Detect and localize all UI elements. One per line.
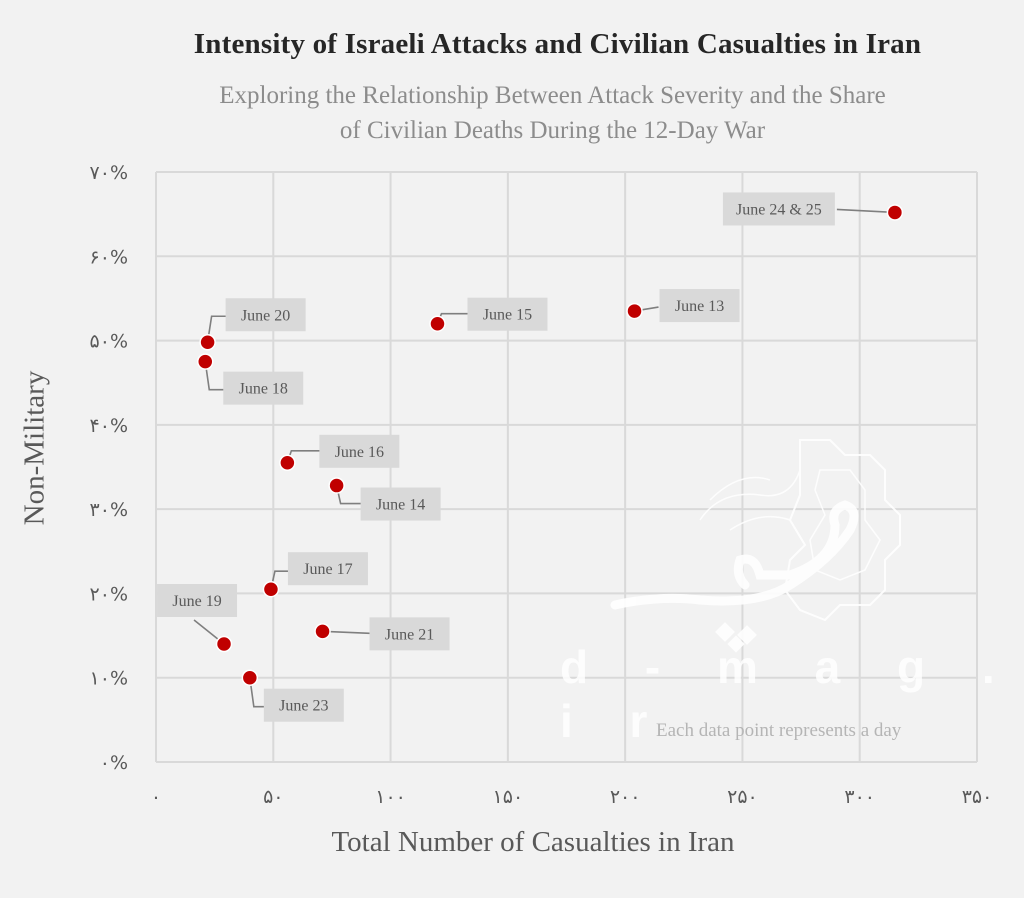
data-point[interactable] (241, 669, 259, 686)
y-axis-label: Non-Military (18, 370, 51, 526)
x-tick-label: ۱۰۰ (375, 786, 406, 808)
data-label-box (360, 487, 441, 521)
data-label: June 23 (279, 698, 328, 715)
y-tick-label: ۵۰% (90, 331, 128, 353)
x-tick-label: ۰ (151, 786, 161, 808)
data-point[interactable] (199, 334, 216, 351)
data-label-box (659, 289, 740, 323)
y-tick-label: ۲۰% (90, 583, 128, 605)
data-label-box (369, 617, 450, 651)
data-label: June 14 (376, 497, 425, 514)
data-label: June 20 (241, 307, 290, 324)
subtitle-line-2: of Civilian Deaths During the 12-Day War (339, 117, 766, 144)
data-point[interactable] (886, 204, 904, 221)
data-label-box (225, 298, 306, 332)
chart-title: Intensity of Israeli Attacks and Civilia… (193, 28, 922, 60)
data-point[interactable] (197, 353, 214, 370)
watermark-logo-icon (610, 439, 901, 653)
x-tick-label: ۵۰ (263, 786, 283, 808)
data-label-box (722, 192, 835, 226)
data-label: June 15 (483, 307, 532, 324)
x-tick-label: ۲۵۰ (727, 786, 758, 808)
axis-tick-labels: ۰% ۱۰% ۲۰% ۳۰% ۴۰% ۵۰% ۶۰% ۷۰% ۰ ۵۰ ۱۰۰ ۱۵۰ ۲۰۰ ۲۵۰ ۳۰… (90, 162, 993, 808)
data-label: June 21 (385, 626, 434, 643)
grid-lines (155, 171, 978, 763)
data-label: June 18 (239, 381, 288, 398)
data-label-box (157, 584, 238, 617)
chart-subtitle: Exploring the Relationship Between Attac… (0, 78, 1024, 148)
data-point[interactable] (626, 302, 643, 320)
data-point[interactable] (279, 454, 296, 472)
data-label: June 19 (172, 593, 221, 610)
data-label: June 13 (675, 298, 724, 315)
y-tick-label: ۰% (100, 752, 128, 774)
data-point[interactable] (429, 315, 446, 332)
leader-line (836, 208, 895, 214)
x-tick-label: ۳۵۰ (962, 786, 993, 808)
data-point[interactable] (314, 623, 331, 640)
y-tick-label: ۶۰% (90, 246, 128, 268)
data-label-box (223, 371, 304, 405)
data-label-box (467, 297, 548, 331)
y-tick-label: ۷۰% (90, 162, 128, 184)
watermark-text: d - m a g . i r (560, 641, 1017, 747)
data-point[interactable] (262, 580, 280, 598)
y-tick-label: ۳۰% (90, 499, 128, 521)
data-label: June 16 (335, 444, 384, 461)
y-tick-label: ۴۰% (90, 415, 128, 437)
data-point[interactable] (215, 635, 233, 653)
x-axis-label: Total Number of Casualties in Iran (331, 826, 735, 858)
data-point[interactable] (328, 477, 345, 494)
subtitle-line-1: Exploring the Relationship Between Attac… (219, 82, 886, 109)
data-label: June 17 (303, 561, 352, 578)
data-points: June 24 & 25 June 13 June 15 June 20 June 18… (157, 192, 904, 722)
x-tick-label: ۳۰۰ (844, 786, 875, 808)
y-tick-label: ۱۰% (90, 668, 128, 690)
data-label: June 24 & 25 (736, 201, 822, 218)
x-tick-label: ۱۵۰ (493, 786, 524, 808)
data-label-box (319, 434, 400, 468)
chart-note: Each data point represents a day (656, 720, 902, 741)
x-tick-label: ۲۰۰ (610, 786, 641, 808)
data-label-box (287, 552, 368, 586)
data-label-box (263, 688, 344, 722)
